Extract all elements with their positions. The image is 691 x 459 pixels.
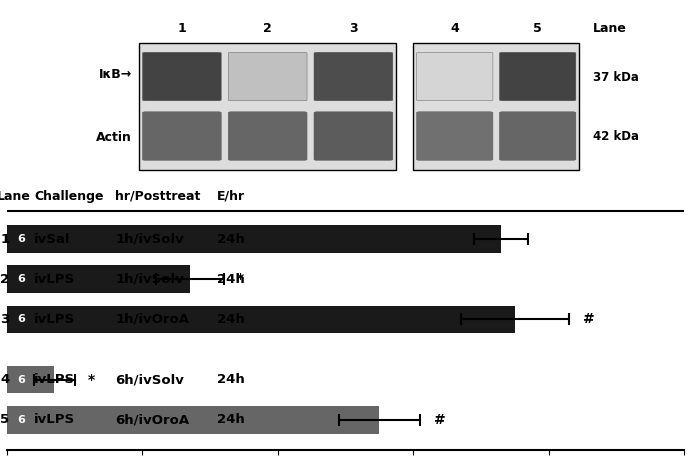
Text: ivLPS: ivLPS xyxy=(34,373,75,386)
Text: 1h/ivOroA: 1h/ivOroA xyxy=(115,313,189,326)
FancyBboxPatch shape xyxy=(142,52,221,101)
FancyBboxPatch shape xyxy=(228,112,307,160)
Text: *: * xyxy=(237,272,245,286)
Text: 6: 6 xyxy=(17,375,25,385)
Text: 6h/ivOroA: 6h/ivOroA xyxy=(115,413,189,426)
Text: 1h/ivSolv: 1h/ivSolv xyxy=(115,273,184,285)
Text: 5: 5 xyxy=(0,413,9,426)
Text: 3: 3 xyxy=(0,313,10,326)
Bar xyxy=(7,225,501,253)
Text: 42 kDa: 42 kDa xyxy=(593,130,638,143)
Text: 24h: 24h xyxy=(217,233,245,246)
Text: *: * xyxy=(88,373,95,386)
Text: 6: 6 xyxy=(17,234,25,244)
Text: 3: 3 xyxy=(349,22,358,34)
Text: 24h: 24h xyxy=(217,273,245,285)
Text: 1: 1 xyxy=(0,233,9,246)
Text: 2: 2 xyxy=(263,22,272,34)
FancyBboxPatch shape xyxy=(417,112,493,160)
Text: Lane: Lane xyxy=(593,22,627,34)
Text: 1h/ivSolv: 1h/ivSolv xyxy=(115,233,184,246)
Text: Lane: Lane xyxy=(0,190,30,203)
FancyBboxPatch shape xyxy=(228,52,307,101)
Text: 4: 4 xyxy=(451,22,459,34)
Text: ivLPS: ivLPS xyxy=(34,313,75,326)
Text: 1: 1 xyxy=(178,22,186,34)
Text: E/hr: E/hr xyxy=(217,190,245,203)
FancyBboxPatch shape xyxy=(314,52,392,101)
Text: 4: 4 xyxy=(0,373,10,386)
Bar xyxy=(7,406,379,433)
Text: 24h: 24h xyxy=(217,373,245,386)
Text: 6: 6 xyxy=(17,314,25,325)
FancyBboxPatch shape xyxy=(314,112,392,160)
FancyBboxPatch shape xyxy=(500,52,576,101)
FancyBboxPatch shape xyxy=(413,43,579,170)
Text: 6: 6 xyxy=(17,274,25,284)
Text: ivLPS: ivLPS xyxy=(34,273,75,285)
FancyBboxPatch shape xyxy=(139,43,397,170)
Bar xyxy=(7,366,55,393)
Text: 6: 6 xyxy=(17,414,25,425)
Text: Challenge: Challenge xyxy=(34,190,104,203)
Text: 2: 2 xyxy=(0,273,9,285)
FancyBboxPatch shape xyxy=(142,112,221,160)
Bar xyxy=(7,306,515,333)
Text: 37 kDa: 37 kDa xyxy=(593,71,638,84)
Bar xyxy=(7,265,190,293)
Text: ivLPS: ivLPS xyxy=(34,413,75,426)
Text: #: # xyxy=(583,312,594,326)
Text: IκB→: IκB→ xyxy=(99,68,132,81)
Text: 24h: 24h xyxy=(217,313,245,326)
Text: 6h/ivSolv: 6h/ivSolv xyxy=(115,373,184,386)
Text: 5: 5 xyxy=(533,22,542,34)
Text: #: # xyxy=(433,413,445,427)
Text: Actin: Actin xyxy=(96,131,132,145)
FancyBboxPatch shape xyxy=(417,52,493,101)
Text: hr/Posttreat: hr/Posttreat xyxy=(115,190,200,203)
Text: 24h: 24h xyxy=(217,413,245,426)
FancyBboxPatch shape xyxy=(500,112,576,160)
Text: ivSal: ivSal xyxy=(34,233,70,246)
